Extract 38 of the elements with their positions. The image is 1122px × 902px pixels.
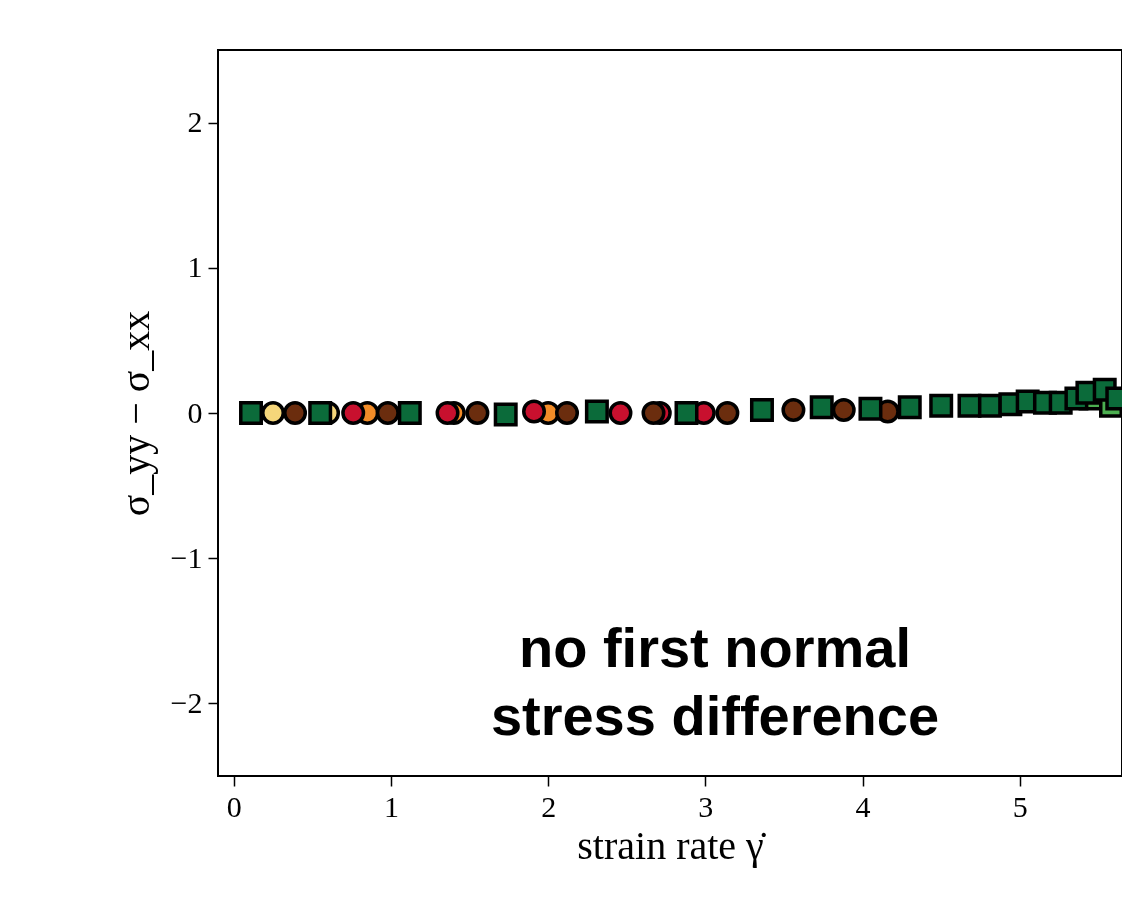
x-tick-label: 4 <box>855 789 871 823</box>
point <box>308 401 333 425</box>
y-tick-label: −2 <box>170 685 203 719</box>
point <box>715 401 740 425</box>
y-tick-label: 0 <box>187 395 203 429</box>
x-tick-label: 0 <box>226 789 242 823</box>
x-axis-title: strain rate γ̇ <box>577 822 767 868</box>
point <box>858 396 883 421</box>
point <box>239 401 264 425</box>
point <box>929 393 954 418</box>
x-tick-label: 3 <box>698 789 714 823</box>
point <box>397 401 422 425</box>
point <box>641 401 666 425</box>
x-tick-label: 1 <box>383 789 399 823</box>
point <box>584 399 609 424</box>
point <box>608 401 633 425</box>
point <box>261 401 286 425</box>
point <box>555 401 580 425</box>
x-tick-label: 5 <box>1012 789 1028 823</box>
y-tick-label: 2 <box>187 105 203 139</box>
point <box>809 395 834 420</box>
point <box>781 398 806 423</box>
y-axis-title: σ_yy − σ_xx <box>112 310 158 517</box>
y-tick-label: −1 <box>170 540 203 574</box>
point <box>522 399 546 424</box>
y-tick-label: 1 <box>187 250 203 284</box>
point <box>674 401 699 425</box>
x-tick-label: 2 <box>541 789 557 823</box>
point <box>341 401 366 425</box>
point <box>831 398 856 423</box>
point <box>465 401 490 425</box>
point <box>283 401 308 425</box>
point <box>897 395 922 420</box>
point <box>749 398 774 423</box>
point <box>493 402 518 427</box>
point <box>375 401 400 425</box>
point <box>435 401 460 425</box>
annotation: no first normal stress difference <box>490 616 940 747</box>
